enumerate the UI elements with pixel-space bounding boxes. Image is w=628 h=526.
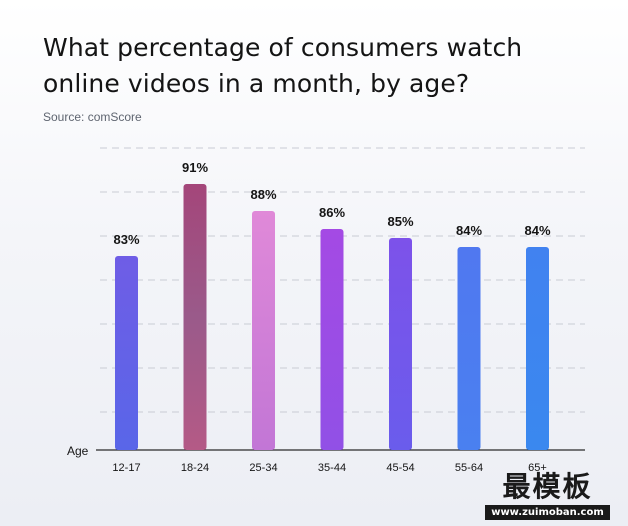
x-tick-label-18-24: 18-24 bbox=[181, 462, 209, 474]
data-label-25-34: 88% bbox=[250, 187, 276, 202]
bar-55-64 bbox=[457, 247, 481, 450]
x-tick-label-45-54: 45-54 bbox=[386, 462, 414, 474]
x-tick-labels-group: 12-17 18-24 25-34 35-44 45-54 55-64 65+ bbox=[112, 462, 546, 474]
bar-35-44 bbox=[320, 229, 344, 450]
data-label-45-54: 85% bbox=[387, 214, 413, 229]
x-tick-label-65+: 65+ bbox=[528, 462, 547, 474]
bar-18-24 bbox=[183, 184, 207, 450]
bar-12-17 bbox=[115, 256, 138, 450]
data-labels-group: 83% 91% 88% 86% 85% 84% 84% bbox=[113, 160, 550, 247]
x-tick-label-12-17: 12-17 bbox=[112, 462, 140, 474]
x-tick-label-35-44: 35-44 bbox=[318, 462, 346, 474]
x-axis-label: Age bbox=[67, 444, 89, 458]
x-tick-label-25-34: 25-34 bbox=[249, 462, 277, 474]
chart-title: What percentage of consumers watch onlin… bbox=[43, 33, 523, 98]
bar-65+ bbox=[526, 247, 549, 450]
bars-group bbox=[115, 184, 549, 450]
chart-source: Source: comScore bbox=[43, 110, 142, 124]
bar-45-54 bbox=[389, 238, 412, 450]
bar-25-34 bbox=[252, 211, 275, 450]
data-label-18-24: 91% bbox=[182, 160, 208, 175]
data-label-12-17: 83% bbox=[113, 232, 139, 247]
data-label-35-44: 86% bbox=[319, 205, 345, 220]
x-tick-label-55-64: 55-64 bbox=[455, 462, 483, 474]
data-label-65+: 84% bbox=[524, 223, 550, 238]
data-label-55-64: 84% bbox=[456, 223, 482, 238]
